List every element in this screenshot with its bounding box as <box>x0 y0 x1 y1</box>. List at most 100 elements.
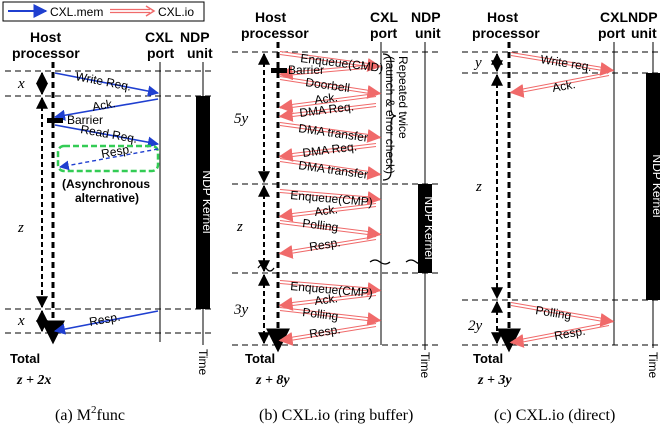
panel-a-kernel-bar <box>196 96 210 309</box>
panel-b-ndp-label-2: unit <box>415 25 441 41</box>
panel-b-total-label: Total <box>245 351 275 366</box>
panel-c-resp-label: Resp. <box>553 324 586 343</box>
panel-c-ndp-label-1: NDP <box>628 9 658 25</box>
panel-b-repeat-brace <box>382 53 397 181</box>
panel-b-dma-req1-label: DMA Req. <box>299 99 355 120</box>
panel-c: Host processor CXL port NDP unit y z 2y … <box>462 9 661 424</box>
legend-io-arrowhead <box>145 5 156 17</box>
panel-c-var-2: z <box>475 179 482 195</box>
panel-a-barrier-label: Barrier <box>67 113 103 127</box>
panel-b-dma-tr2-arrow <box>279 157 382 180</box>
panel-a-async-resp-arrow <box>59 148 159 171</box>
panel-b-ack1-label: Ack. <box>314 90 339 107</box>
panel-a-barrier-mark <box>47 118 63 123</box>
panel-c-ack-arrow <box>509 71 610 98</box>
panel-b-dma-tr2-label: DMA transfer <box>298 158 369 182</box>
panel-b-cxl-label-1: CXL <box>370 9 398 25</box>
legend-mem-label: CXL.mem <box>50 5 103 19</box>
panel-a-read-arrow <box>54 124 160 148</box>
panel-b-enq1-return-arrow <box>278 63 377 81</box>
panel-b-dma-tr1-label: DMA transfer <box>298 121 369 145</box>
panel-b-ack3-arrow <box>278 291 377 311</box>
panel-b-cxl-label-2: port <box>370 25 398 41</box>
panel-b-ack2-label: Ack. <box>314 202 339 219</box>
panel-b-poll3-label: Polling <box>302 305 339 323</box>
panel-c-poll-arrow <box>510 301 615 327</box>
panel-b-total-formula: z + 8y <box>255 373 290 388</box>
panel-c-kernel-bar <box>646 73 660 300</box>
panel-c-total-label: Total <box>473 351 503 366</box>
panel-c-kernel-label: NDP Kernel <box>650 154 661 217</box>
panel-a-async-resp-label: Resp. <box>100 142 133 161</box>
panel-c-ndp-label-2: unit <box>631 25 657 41</box>
panel-b-doorbell-arrow <box>279 75 382 99</box>
panel-b-host-label-2: processor <box>241 25 309 41</box>
legend-box <box>2 1 205 22</box>
panel-b-break-cxl <box>369 259 391 265</box>
panel-b-enq3-arrow <box>279 279 382 296</box>
panel-b-time-label: Time <box>418 352 432 379</box>
panel-a-caption-pre: (a) M <box>55 407 91 424</box>
panel-c-cxl-label-1: CXL <box>600 9 628 25</box>
panel-c-total-formula: z + 3y <box>477 373 512 388</box>
panel-b-kernel-label: NDP Kernel <box>422 196 436 259</box>
panel-a-ack-arrow <box>53 98 159 121</box>
panel-a-var-x1: x <box>17 76 25 92</box>
panel-c-poll-label: Polling <box>535 303 573 322</box>
panel-c-write-label: Write req. <box>540 52 593 74</box>
panel-a-ndp-label-1: NDP <box>180 29 210 45</box>
legend: CXL.mem CXL.io <box>2 1 205 22</box>
panel-a-async-note-1: (Asynchronous <box>62 177 150 191</box>
panel-c-host-label-2: processor <box>472 25 540 41</box>
panel-b-dma-req2-arrow <box>278 142 377 162</box>
panel-a-caption-sup: 2 <box>91 404 97 416</box>
panel-b-var-3: 3y <box>233 302 249 318</box>
panel-c-host-label-1: Host <box>487 9 518 25</box>
panel-a-host-label-2: processor <box>12 45 80 61</box>
panel-b-dma-tr1-arrow <box>279 121 382 143</box>
panel-b-ack2-arrow <box>278 202 377 222</box>
panel-a-var-x2: x <box>17 313 25 329</box>
panel-b-ack1-arrow <box>278 92 377 113</box>
panel-b-side-note-1: Repeated twice <box>396 56 410 139</box>
panel-b-host-label-1: Host <box>255 9 286 25</box>
panel-b-poll2-arrow <box>279 219 382 240</box>
panel-b-resp2-label: Resp. <box>308 235 341 254</box>
panel-a-host-label-1: Host <box>30 29 61 45</box>
panel-b-barrier-label: Barrier <box>288 63 324 77</box>
panel-a-ack-label: Ack. <box>91 96 116 114</box>
panel-b-dma-req1-arrow <box>278 102 377 122</box>
panel-b-io-arrows <box>278 50 382 346</box>
panel-a-resp-arrow <box>53 310 159 335</box>
panel-a-caption: (a) M2func <box>55 404 125 424</box>
panel-b-doorbell-label: Doorbell <box>305 75 351 95</box>
panel-a-cxl-label-2: port <box>147 45 175 61</box>
panel-b: Host processor CXL port NDP unit 5y z 3y <box>232 9 441 424</box>
panel-b-var-1: 5y <box>234 111 249 127</box>
panel-b-poll2-label: Polling <box>302 216 339 234</box>
panel-a-cxl-label-1: CXL <box>145 29 173 45</box>
panel-c-var-1: y <box>473 55 482 71</box>
panel-b-dma-req2-label: DMA Req. <box>302 139 358 160</box>
panel-c-ack-label: Ack. <box>551 77 576 95</box>
panel-b-poll3-arrow <box>279 306 382 326</box>
panel-c-cxl-label-2: port <box>598 25 626 41</box>
panel-b-caption: (b) CXL.io (ring buffer) <box>259 407 413 424</box>
panel-b-var-2: z <box>236 219 243 235</box>
panel-b-break-host <box>257 264 275 272</box>
panel-a: Host processor CXL port NDP unit x z x W… <box>5 29 215 424</box>
panel-a-total-label: Total <box>10 351 40 366</box>
panel-b-resp2-arrow <box>278 235 377 259</box>
panel-c-var-3: 2y <box>468 318 483 334</box>
panel-c-caption: (c) CXL.io (direct) <box>494 407 615 424</box>
panel-a-time-label: Time <box>196 349 210 376</box>
panel-a-write-arrow <box>54 72 160 97</box>
panel-a-kernel-label: NDP Kernel <box>200 170 214 233</box>
panel-a-var-z: z <box>17 220 24 236</box>
panel-b-barrier-mark <box>271 68 287 73</box>
legend-io-label: CXL.io <box>158 5 194 19</box>
panel-b-ndp-label-1: NDP <box>411 9 441 25</box>
panel-b-ack3-label: Ack. <box>314 291 339 308</box>
panel-b-enq2-arrow <box>279 188 382 205</box>
